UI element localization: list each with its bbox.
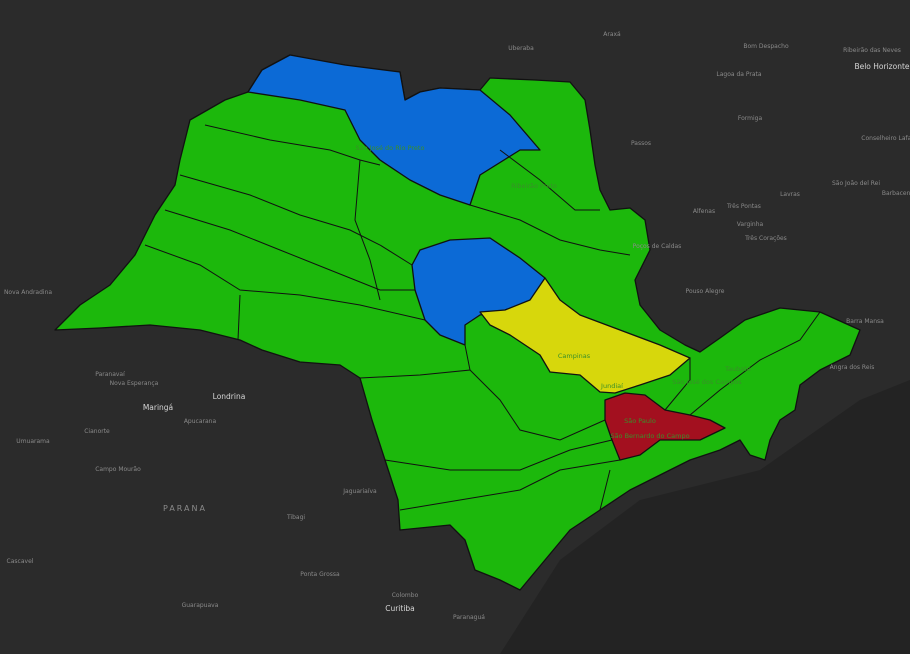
region-yellow — [479, 277, 691, 394]
place-label: Paranavaí — [95, 371, 125, 378]
place-label: Pouso Alegre — [686, 288, 725, 295]
place-label: São Paulo — [624, 417, 656, 425]
place-label: Colombo — [392, 592, 419, 599]
place-label: Bom Despacho — [743, 43, 789, 50]
place-label: São Bernardo do Campo — [610, 432, 689, 440]
place-label: Passos — [631, 140, 651, 147]
region-borders — [144, 124, 821, 511]
place-label: Londrina — [213, 392, 246, 401]
place-label: Campinas — [558, 352, 591, 360]
place-label: Maringá — [143, 403, 173, 412]
region-blue — [411, 237, 546, 346]
place-label: Barbacena — [882, 190, 910, 197]
place-label: Alfenas — [693, 208, 715, 215]
place-label: Paranaguá — [453, 614, 485, 621]
place-label: Apucarana — [184, 418, 217, 425]
ocean — [500, 380, 910, 654]
place-label: Nova Esperança — [110, 380, 159, 387]
place-label: Poços de Caldas — [633, 243, 682, 250]
place-label: São José dos Campos — [672, 378, 742, 386]
place-label: Formiga — [738, 115, 763, 122]
place-label: Três Corações — [744, 235, 787, 242]
place-label: Ribeirão Preto — [511, 182, 557, 190]
place-label: São José do Rio Preto — [356, 144, 425, 152]
place-label: Nova Andradina — [4, 289, 52, 296]
place-label: Ribeirão das Neves — [843, 47, 901, 54]
place-label: Tibagi — [286, 514, 305, 521]
place-label: Lavras — [780, 191, 800, 198]
labels: Uberaba Araxá Bom Despacho Ribeirão das Nev… — [4, 31, 910, 621]
region-red — [604, 392, 726, 461]
place-label: Umuarama — [16, 438, 50, 445]
place-label: Angra dos Reis — [830, 364, 875, 371]
place-label: Guarapuava — [182, 602, 219, 609]
place-label: Uberaba — [508, 45, 534, 52]
place-label: Varginha — [737, 221, 764, 228]
place-label: Cianorte — [84, 428, 110, 435]
place-label: Curitiba — [385, 604, 415, 613]
place-label: São João del Rei — [832, 180, 880, 187]
place-label: Cascavel — [7, 558, 34, 565]
place-label: Três Pontas — [726, 203, 761, 210]
place-label: PARANA — [163, 504, 207, 513]
place-label: Ponta Grossa — [300, 571, 340, 578]
place-label: Lagoa da Prata — [716, 71, 761, 78]
place-label: Jaguariaíva — [342, 488, 377, 495]
place-label: Barra Mansa — [846, 318, 884, 325]
region-blue — [247, 54, 541, 206]
place-label: Conselheiro Lafaiete — [861, 135, 910, 142]
place-label: Belo Horizonte — [854, 62, 909, 71]
place-label: Campo Mourão — [95, 466, 141, 473]
place-label: Araxá — [603, 31, 621, 38]
place-label: Jundiaí — [600, 382, 623, 390]
place-label: Taubaté — [724, 365, 751, 373]
